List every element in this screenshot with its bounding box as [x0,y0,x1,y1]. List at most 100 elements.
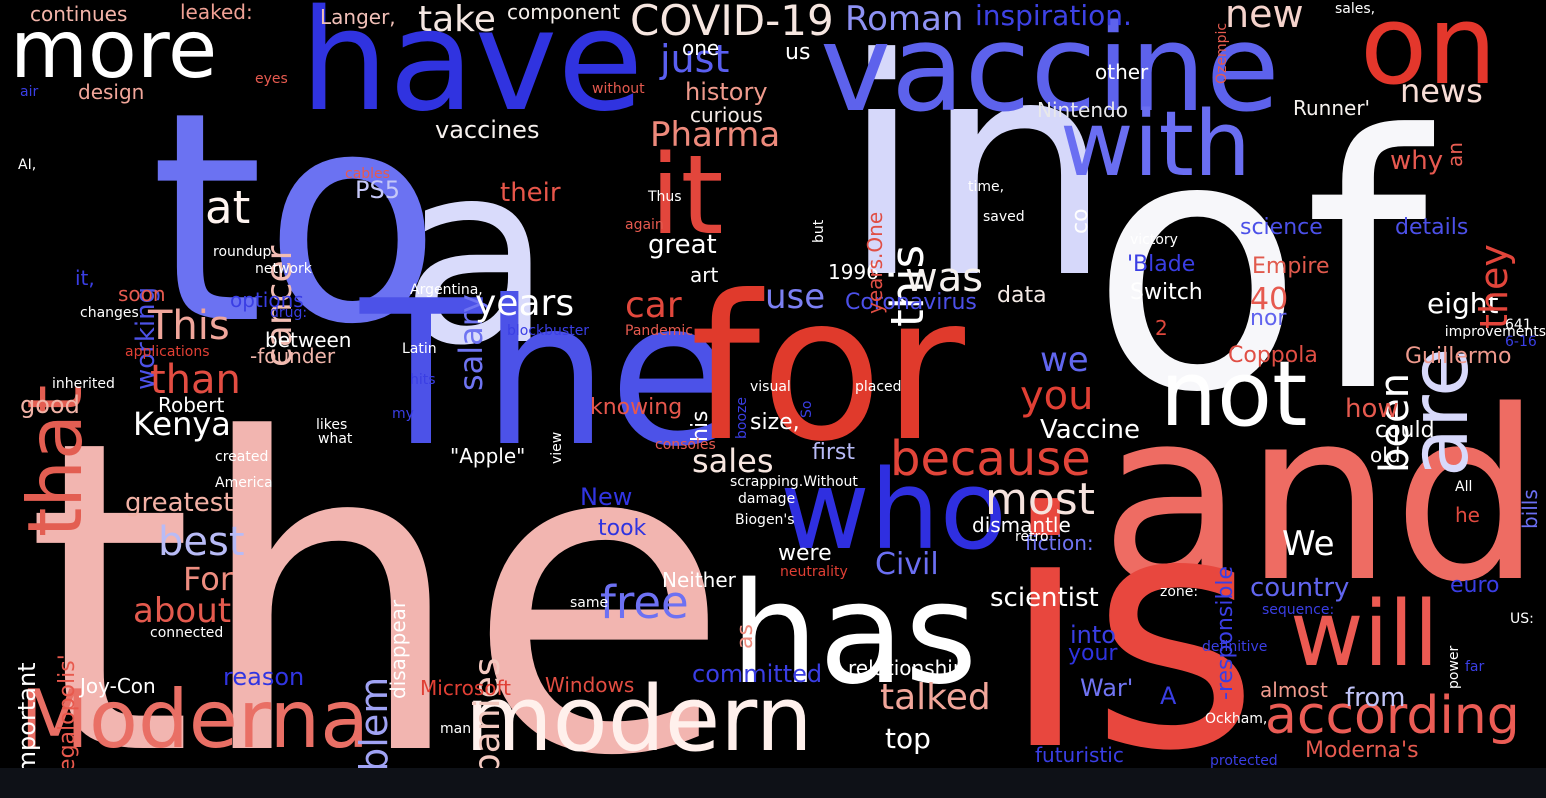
cloud-word: Microsoft [420,676,512,700]
cloud-word: my [392,406,414,422]
cloud-word: data [997,283,1047,308]
cloud-word: were [778,541,832,566]
cloud-word: years.One [863,211,887,314]
cloud-word: on [1360,0,1498,109]
cloud-word: one [682,36,720,60]
cloud-word: Kenya [133,405,231,443]
cloud-word: at [205,181,251,234]
cloud-word: view [549,431,565,464]
cloud-word: between [265,328,352,352]
cloud-word: victory [1130,232,1178,248]
cloud-word: vaccines [435,116,540,144]
cloud-word: most [985,474,1095,525]
cloud-word: it, [75,266,95,290]
cloud-word: applications [125,344,210,360]
cloud-word: Vaccine [1040,415,1140,445]
cloud-word: the [25,350,731,768]
cloud-word: Civil [875,547,939,582]
cloud-word: committed [692,660,823,688]
cloud-word: bills [1518,489,1542,529]
cloud-word: Moderna [20,673,370,766]
cloud-word: almost [1260,678,1328,702]
cloud-word: dismantle [972,513,1071,537]
cloud-word: Empire [1252,254,1330,279]
cloud-word: hits [410,372,436,388]
cloud-word: neutrality [780,564,848,580]
cloud-word: War' [1080,674,1134,702]
cloud-word: blockbuster [507,323,590,339]
cloud-word: euro [1450,573,1500,598]
cloud-word: will [1290,582,1439,687]
cloud-word: protected [1210,753,1278,768]
cloud-word: Ockham, [1205,711,1268,727]
cloud-word: eight [1427,287,1499,320]
cloud-word: -founder [250,344,336,368]
cloud-word: of [1090,61,1428,469]
cloud-word: likes [316,417,348,433]
cloud-word: time, [968,179,1005,195]
cloud-word: country [1250,573,1350,603]
cloud-word: not [1160,342,1308,447]
cloud-word: history [685,78,768,106]
cloud-word: 'Blade [1127,252,1196,277]
cloud-word: Runner' [1293,96,1371,120]
cloud-word: consoles [655,437,716,453]
cloud-word: 6-16 [1505,334,1537,350]
cloud-word: other [1095,60,1149,84]
cloud-word: science [1240,215,1323,240]
cloud-word: sequence: [1262,602,1335,618]
cloud-word: definitive [1202,639,1268,655]
cloud-word: just [660,37,730,81]
cloud-word: Pharma [650,115,781,155]
cloud-word: than [150,357,241,403]
cloud-word: again [625,217,664,233]
cloud-word: Switch [1130,280,1203,305]
cloud-word: as [733,624,758,649]
cloud-word: Ozempic [1214,22,1230,84]
cloud-word: options [230,288,304,312]
cloud-word: A [1160,682,1177,710]
cloud-word: because [890,431,1091,487]
cloud-word: nor [1250,306,1287,331]
cloud-word: was [905,255,984,301]
cloud-word: from [1345,683,1406,713]
cloud-word: zone: [1160,584,1199,600]
cloud-word: art [690,263,719,287]
cloud-word: We [1282,524,1335,564]
cloud-word: same [570,595,609,611]
cloud-word: improvements [1444,324,1546,340]
cloud-word: best [158,519,245,565]
cloud-word: in [840,0,1114,344]
cloud-word: knowing [590,395,683,420]
cloud-word: it [650,131,724,259]
cloud-word: Latin [402,341,437,357]
cloud-word: into [1070,621,1116,649]
cloud-word: For [183,560,233,598]
cloud-word: great [648,230,717,260]
cloud-word: Thus [648,189,682,205]
cloud-word: power [1446,645,1462,689]
cloud-word: took [598,516,647,541]
cloud-word: take [418,0,496,40]
cloud-word: visual [750,379,791,395]
cloud-word: Langer, [320,5,396,29]
cloud-word: network [255,261,312,277]
cloud-word: Joy-Con [80,674,156,698]
cloud-word: continues [30,2,128,26]
cloud-word: size, [750,410,800,435]
cloud-word: saved [983,209,1025,225]
cloud-word: car [625,285,682,326]
cloud-word: free [600,576,689,629]
cloud-word: So [799,400,815,418]
cloud-word: leaked: [180,0,253,24]
cloud-word: their [500,178,561,208]
cloud-word: for [690,253,965,486]
cloud-word: -responsible [1213,565,1238,700]
cloud-word: use [765,277,826,317]
cloud-word: important [13,662,41,768]
cloud-word: PS5 [355,176,400,204]
cloud-word: New [580,483,633,511]
cloud-word: your [1068,641,1118,666]
cloud-word: AI, [18,157,37,173]
cloud-word: US: [1510,611,1534,627]
